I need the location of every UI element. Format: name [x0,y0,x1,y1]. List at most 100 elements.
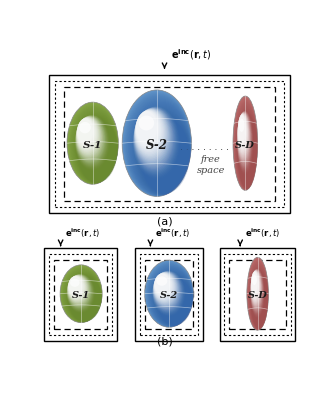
Ellipse shape [148,265,193,327]
Ellipse shape [67,274,92,309]
Ellipse shape [76,117,98,151]
Ellipse shape [153,272,180,308]
Ellipse shape [238,114,248,152]
Ellipse shape [248,262,268,330]
Ellipse shape [79,122,91,134]
Ellipse shape [123,92,191,196]
Bar [44,248,117,341]
Text: $\mathbf{e}^{\mathbf{inc}}(\mathbf{r},t)$: $\mathbf{e}^{\mathbf{inc}}(\mathbf{r},t)… [245,227,280,240]
Ellipse shape [237,112,251,165]
Ellipse shape [127,97,191,196]
Ellipse shape [69,276,81,294]
Ellipse shape [68,275,87,301]
Ellipse shape [145,260,194,327]
Ellipse shape [154,273,173,299]
Ellipse shape [76,117,100,155]
Ellipse shape [63,269,102,322]
Ellipse shape [239,118,244,132]
Ellipse shape [135,109,167,159]
Ellipse shape [76,116,103,159]
Ellipse shape [251,270,262,310]
Ellipse shape [71,109,118,184]
Ellipse shape [251,271,260,303]
Bar [145,260,193,329]
Ellipse shape [156,276,167,286]
Ellipse shape [135,110,162,151]
Ellipse shape [154,273,170,295]
Ellipse shape [251,271,260,301]
Ellipse shape [77,118,97,150]
Ellipse shape [69,276,82,295]
Ellipse shape [238,115,246,147]
Ellipse shape [251,269,262,310]
Ellipse shape [149,267,193,327]
Ellipse shape [61,267,102,322]
Ellipse shape [146,262,193,327]
Ellipse shape [75,116,106,164]
Ellipse shape [153,272,177,305]
Ellipse shape [154,273,175,303]
Ellipse shape [63,268,102,322]
Ellipse shape [68,276,83,296]
Bar [54,260,107,329]
Ellipse shape [238,114,247,149]
Ellipse shape [76,117,101,157]
Ellipse shape [237,113,250,160]
Ellipse shape [136,111,159,146]
Ellipse shape [68,276,83,297]
Ellipse shape [251,271,259,298]
Ellipse shape [68,276,85,299]
Ellipse shape [70,106,118,184]
Ellipse shape [134,107,173,169]
Ellipse shape [67,275,90,306]
Ellipse shape [251,272,258,295]
Text: $\mathbf{e}^{\mathbf{inc}}(\mathbf{r},t)$: $\mathbf{e}^{\mathbf{inc}}(\mathbf{r},t)… [171,47,212,62]
Ellipse shape [128,99,191,196]
Ellipse shape [125,95,191,196]
Ellipse shape [154,272,176,303]
Ellipse shape [68,275,89,304]
Bar [140,254,198,335]
Ellipse shape [251,272,258,294]
Ellipse shape [76,116,103,160]
Ellipse shape [248,261,268,330]
Ellipse shape [237,112,250,162]
Bar [65,87,275,201]
Ellipse shape [235,102,258,190]
Ellipse shape [77,118,94,145]
Ellipse shape [69,276,82,294]
Ellipse shape [251,271,259,296]
Ellipse shape [77,118,96,148]
Ellipse shape [134,108,170,164]
Ellipse shape [251,271,259,297]
Ellipse shape [234,102,258,190]
Ellipse shape [67,275,91,307]
Ellipse shape [153,271,182,312]
Ellipse shape [129,100,191,196]
Ellipse shape [238,115,246,145]
Ellipse shape [235,105,258,190]
Ellipse shape [68,275,87,302]
Ellipse shape [76,116,104,161]
Ellipse shape [155,274,169,294]
Ellipse shape [154,273,171,297]
Ellipse shape [135,109,165,156]
Ellipse shape [235,104,258,190]
Ellipse shape [145,260,194,327]
Ellipse shape [67,275,92,308]
Ellipse shape [68,276,84,297]
Ellipse shape [71,108,118,184]
Ellipse shape [234,100,258,190]
Ellipse shape [69,105,118,184]
Text: $\mathbf{e}^{\mathbf{inc}}(\mathbf{r},t)$: $\mathbf{e}^{\mathbf{inc}}(\mathbf{r},t)… [155,227,190,240]
Ellipse shape [76,117,100,154]
Ellipse shape [247,257,268,330]
Bar [49,75,290,213]
Ellipse shape [251,271,259,299]
Ellipse shape [153,272,178,307]
Ellipse shape [136,111,158,145]
Ellipse shape [251,270,261,307]
Ellipse shape [134,108,173,167]
Ellipse shape [237,112,250,163]
Ellipse shape [147,263,193,327]
